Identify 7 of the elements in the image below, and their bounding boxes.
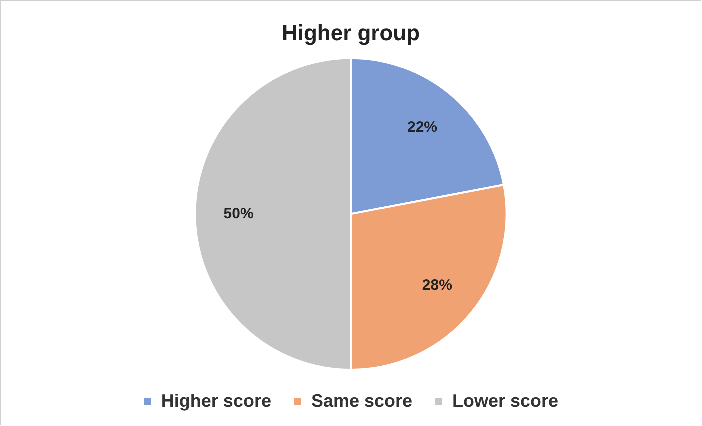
legend-label: Lower score: [452, 390, 559, 411]
chart-title: Higher group: [282, 20, 420, 46]
legend-label: Higher score: [161, 390, 272, 411]
legend-label: Same score: [311, 390, 413, 411]
data-label: 28%: [422, 276, 452, 294]
data-label: 50%: [224, 205, 254, 222]
data-label: 22%: [407, 118, 438, 136]
